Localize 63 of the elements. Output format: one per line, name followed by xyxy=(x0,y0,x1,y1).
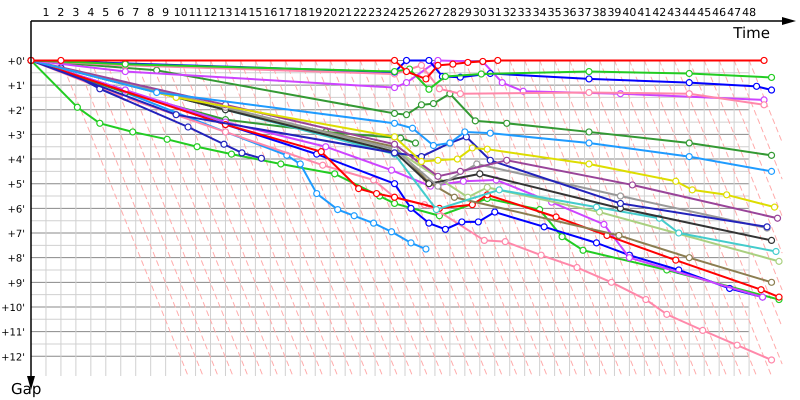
y-tick-label: +11' xyxy=(1,328,25,339)
x-tick-label: 4 xyxy=(87,6,94,19)
x-tick-label: 39 xyxy=(607,6,622,19)
y-tick-label: +5' xyxy=(8,180,25,191)
y-tick-label: +9' xyxy=(8,278,25,290)
y-tick-label: +2' xyxy=(8,106,25,117)
x-tick-label: 23 xyxy=(368,6,382,19)
x-tick-label: 45 xyxy=(697,6,712,19)
y-tick-label: +3' xyxy=(8,130,25,142)
x-tick-label: 2 xyxy=(57,6,64,19)
x-tick-label: 47 xyxy=(727,6,742,19)
x-tick-label: 32 xyxy=(502,6,517,19)
x-tick-label: 48 xyxy=(742,6,756,19)
x-tick-label: 41 xyxy=(637,6,652,19)
x-tick-label: 24 xyxy=(383,6,398,19)
x-tick-label: 30 xyxy=(472,6,487,19)
x-tick-label: 9 xyxy=(162,6,170,19)
x-tick-label: 13 xyxy=(218,6,232,19)
x-tick-label: 22 xyxy=(353,6,368,19)
x-tick-label: 10 xyxy=(174,6,188,19)
y-axis-title: Gap xyxy=(11,380,42,398)
x-tick-label: 27 xyxy=(428,6,442,19)
x-tick-label: 26 xyxy=(412,6,427,19)
x-tick-label: 17 xyxy=(278,6,292,19)
x-axis-title: Time xyxy=(732,24,770,42)
x-tick-label: 44 xyxy=(682,6,696,19)
x-tick-label: 14 xyxy=(233,6,248,19)
y-tick-label: +10' xyxy=(1,302,25,314)
x-tick-label: 7 xyxy=(132,6,140,19)
y-tick-label: +0' xyxy=(8,56,25,68)
y-tick-label: +12' xyxy=(1,352,25,364)
y-tick-label: +8' xyxy=(8,254,25,265)
x-tick-label: 43 xyxy=(667,6,682,19)
x-tick-label: 37 xyxy=(578,6,592,19)
x-tick-label: 6 xyxy=(117,6,124,19)
x-tick-label: 46 xyxy=(712,6,726,19)
x-tick-label: 19 xyxy=(308,6,322,19)
y-tick-label: +4' xyxy=(8,155,25,166)
x-tick-label: 3 xyxy=(72,6,80,19)
y-tick-label: +6' xyxy=(8,204,25,216)
x-tick-label: 35 xyxy=(548,6,562,19)
x-tick-label: 21 xyxy=(338,6,352,19)
x-tick-label: 12 xyxy=(204,6,218,19)
x-tick-label: 8 xyxy=(147,6,154,19)
x-tick-label: 34 xyxy=(532,6,547,19)
x-tick-label: 28 xyxy=(442,6,457,19)
x-tick-label: 18 xyxy=(293,6,308,19)
y-tick-label: +1' xyxy=(8,81,25,92)
x-tick-label: 29 xyxy=(458,6,472,19)
x-tick-label: 15 xyxy=(248,6,262,19)
x-tick-label: 5 xyxy=(102,6,110,19)
x-tick-label: 20 xyxy=(323,6,338,19)
y-tick-label: +7' xyxy=(8,229,25,240)
x-tick-label: 11 xyxy=(188,6,203,19)
x-tick-label: 42 xyxy=(652,6,666,19)
x-tick-label: 40 xyxy=(622,6,636,19)
x-tick-label: 36 xyxy=(562,6,577,19)
x-tick-label: 1 xyxy=(42,6,50,19)
x-tick-label: 31 xyxy=(488,6,502,19)
x-tick-label: 25 xyxy=(398,6,412,19)
x-tick-label: 38 xyxy=(592,6,606,19)
x-tick-label: 33 xyxy=(518,6,532,19)
x-tick-label: 16 xyxy=(263,6,278,19)
